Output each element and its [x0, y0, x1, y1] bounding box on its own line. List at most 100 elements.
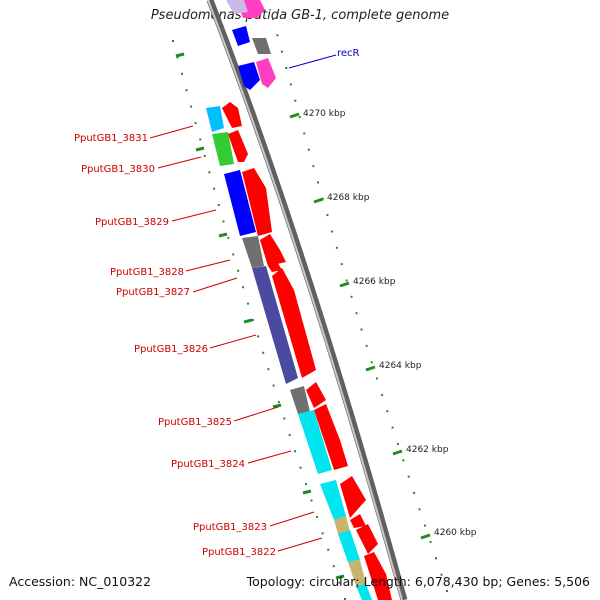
scale-tick [175, 52, 185, 58]
ring-dot [307, 148, 310, 151]
ring-dot [386, 410, 389, 413]
ring-dot [272, 384, 275, 387]
gene-feature [252, 38, 271, 54]
gene-label-recR[interactable]: recR [337, 48, 360, 59]
ring-dot [424, 524, 426, 527]
ring-dot [237, 269, 240, 272]
leader-line [157, 156, 202, 169]
scale-tick [392, 449, 403, 456]
ring-dot [435, 557, 437, 560]
gene-feature [228, 130, 248, 162]
gene-feature [334, 516, 350, 534]
ring-dot [312, 165, 315, 168]
scale-tick [313, 197, 324, 204]
ring-dot [381, 393, 384, 396]
ring-dot [396, 442, 399, 445]
ring-dot [345, 279, 348, 282]
label-leaders [149, 54, 337, 552]
leader-line [192, 277, 238, 293]
gene-feature [206, 106, 224, 132]
ring-dot [365, 344, 368, 347]
gene-feature [314, 404, 348, 470]
ring-dot [360, 328, 363, 331]
gene-feature [226, 0, 248, 14]
map-title: Pseudomonas putida GB-1, complete genome [150, 8, 450, 23]
scale-tick [365, 365, 376, 372]
ring-dot [402, 459, 405, 462]
gene-feature [364, 552, 392, 600]
ring-dot [340, 263, 343, 266]
ring-dot [176, 56, 179, 59]
gene-label-3823[interactable]: PputGB1_3823 [193, 522, 267, 533]
ring-dot [276, 34, 279, 37]
gene-label-3826[interactable]: PputGB1_3826 [134, 344, 208, 355]
ring-dot [242, 286, 244, 289]
ring-dot [185, 89, 188, 92]
ring-dot [299, 466, 302, 469]
gene-label-3827[interactable]: PputGB1_3827 [116, 287, 190, 298]
ring-dot [418, 508, 421, 511]
leader-line [171, 209, 217, 222]
scale-label: 4264 kbp [379, 361, 422, 371]
gene-label-3828[interactable]: PputGB1_3828 [110, 267, 184, 278]
gene-feature [356, 584, 372, 600]
gene-label-3830[interactable]: PputGB1_3830 [81, 164, 155, 175]
ring-dot [355, 312, 358, 315]
scale-label: 4262 kbp [406, 445, 449, 455]
ring-dot [190, 105, 193, 108]
gene-feature [306, 382, 326, 408]
ring-dot [262, 351, 265, 354]
gene-feature [238, 62, 260, 90]
ring-dot [280, 50, 283, 53]
scale-tick [272, 403, 282, 409]
ring-dot [257, 335, 260, 338]
leader-line [277, 537, 323, 552]
topology-label: Topology: circular; Length: 6,078,430 bp… [246, 574, 590, 589]
ring-dot [222, 220, 225, 223]
ring-dot [285, 67, 288, 69]
ring-dot [327, 548, 330, 551]
ring-dot [294, 99, 297, 102]
gene-feature [268, 260, 282, 272]
ring-dot [294, 450, 296, 453]
ring-dot [375, 377, 378, 380]
scale-tick [302, 489, 312, 495]
ring-dot [232, 253, 235, 256]
ring-dot [305, 483, 307, 486]
gene-label-3822[interactable]: PputGB1_3822 [202, 547, 276, 558]
scale-label: 4266 kbp [353, 277, 396, 287]
ring-dot [298, 116, 301, 119]
gene-feature [242, 168, 272, 236]
outer-strand-features [222, 0, 392, 600]
ring-dot [407, 475, 410, 478]
gene-labels: recR PputGB1_3831 PputGB1_3830 PputGB1_3… [74, 48, 360, 558]
ring-dot [429, 541, 432, 543]
gene-label-3831[interactable]: PputGB1_3831 [74, 133, 148, 144]
accession-label: Accession: NC_010322 [9, 574, 152, 589]
leader-line [269, 511, 315, 527]
scale-label: 4268 kbp [327, 193, 370, 203]
gene-feature [222, 102, 242, 128]
gene-label-3829[interactable]: PputGB1_3829 [95, 217, 169, 228]
gene-feature [224, 170, 256, 236]
scale-ticks [175, 52, 431, 580]
gene-label-3825[interactable]: PputGB1_3825 [158, 417, 232, 428]
gene-feature [348, 560, 366, 586]
gene-label-3824[interactable]: PputGB1_3824 [171, 459, 245, 470]
ring-dot [203, 154, 206, 157]
ring-dot [370, 361, 373, 364]
gene-feature [212, 132, 234, 166]
ring-dot [277, 401, 280, 404]
ring-dot [213, 187, 216, 190]
inner-ring-dots [172, 40, 346, 600]
ring-dot [326, 214, 329, 217]
ring-dot [199, 138, 202, 141]
scale-tick [335, 574, 345, 580]
ring-dot [350, 295, 353, 298]
scale-tick [289, 112, 300, 119]
ring-dot [331, 230, 334, 233]
ring-dot [335, 246, 338, 249]
ring-dot [267, 368, 270, 371]
scale-tick [195, 146, 205, 152]
